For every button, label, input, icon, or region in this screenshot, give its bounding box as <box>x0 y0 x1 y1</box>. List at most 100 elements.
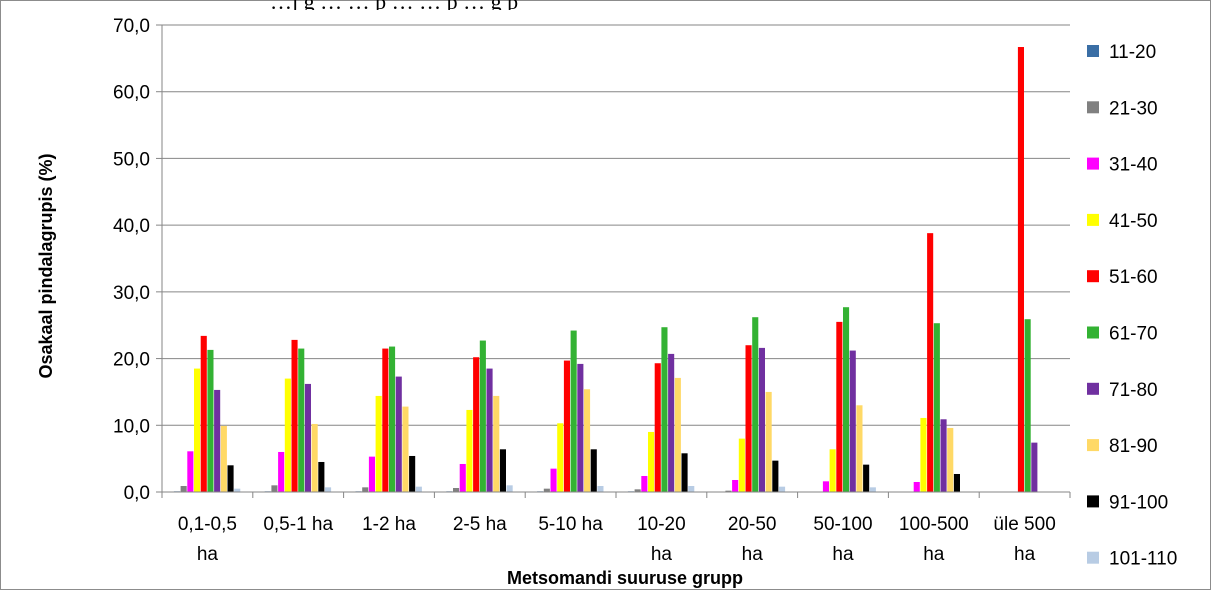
bar-61-70-2 <box>389 346 396 492</box>
bar-31-40-5 <box>641 475 648 492</box>
bar-61-70-7 <box>843 307 850 492</box>
legend-label-41-50: 41-50 <box>1109 211 1158 232</box>
bar-21-30-4 <box>543 488 550 492</box>
bar-101-110-2 <box>415 486 422 492</box>
legend-swatch-61-70 <box>1087 326 1099 339</box>
bar-31-40-8 <box>913 481 920 492</box>
x-category-label: 0,1-0,5 <box>178 514 237 535</box>
legend-swatch-71-80 <box>1087 382 1099 395</box>
bar-91-100-7 <box>863 464 870 492</box>
chart-title-fragment: …j g … … p … … p … g p <box>270 0 1070 10</box>
bar-41-50-1 <box>284 378 291 492</box>
x-category-label: 100-500 <box>899 514 969 535</box>
bar-51-60-1 <box>291 339 298 492</box>
legend-label-21-30: 21-30 <box>1109 98 1158 119</box>
bar-21-30-1 <box>271 485 278 492</box>
bar-51-60-2 <box>382 348 389 492</box>
y-tick-labels: 0,0 10,0 20,0 30,0 40,0 50,0 60,0 70,0 <box>113 16 150 504</box>
bar-71-80-1 <box>304 383 311 492</box>
x-category-label: ha <box>923 544 945 565</box>
bar-71-80-4 <box>577 363 584 492</box>
bar-51-60-5 <box>654 363 661 492</box>
bar-101-110-3 <box>506 485 513 492</box>
legend-swatch-101-110 <box>1087 551 1099 564</box>
x-category-label: ha <box>197 544 219 565</box>
bar-61-70-0 <box>207 349 214 492</box>
y-tick-label: 40,0 <box>113 216 150 237</box>
bar-51-60-0 <box>200 335 207 492</box>
bar-31-40-1 <box>278 451 285 492</box>
x-category-label: ha <box>651 544 673 565</box>
legend-swatch-11-20 <box>1087 45 1099 57</box>
bar-41-50-0 <box>194 368 201 492</box>
bar-41-50-4 <box>557 423 564 492</box>
bar-101-110-6 <box>779 486 786 492</box>
bar-81-90-1 <box>311 423 318 492</box>
bar-71-80-6 <box>758 347 765 492</box>
bar-61-70-1 <box>298 348 305 492</box>
bar-91-100-6 <box>772 460 779 492</box>
bar-61-70-8 <box>933 323 940 492</box>
bar-51-60-7 <box>836 321 843 492</box>
legend-label-81-90: 81-90 <box>1109 436 1158 457</box>
bar-31-40-6 <box>732 479 739 492</box>
y-tick-label: 10,0 <box>113 416 150 437</box>
x-category-label: ha <box>832 544 854 565</box>
legend-swatch-81-90 <box>1087 439 1099 452</box>
legend-label-31-40: 31-40 <box>1109 155 1158 176</box>
bar-81-90-5 <box>674 377 681 492</box>
bar-21-30-2 <box>362 487 369 492</box>
legend-label-61-70: 61-70 <box>1109 324 1158 345</box>
bars <box>173 47 1038 493</box>
x-category-label: üle 500 <box>993 514 1055 535</box>
bar-71-80-9 <box>1031 442 1038 492</box>
bar-81-90-2 <box>402 406 409 492</box>
legend-label-71-80: 71-80 <box>1109 380 1158 401</box>
bar-31-40-7 <box>822 481 829 492</box>
bar-21-30-5 <box>634 489 641 492</box>
bar-31-40-0 <box>187 451 194 492</box>
x-category-label: 2-5 ha <box>453 514 507 535</box>
legend-swatch-21-30 <box>1087 101 1099 114</box>
bar-61-70-6 <box>752 317 759 492</box>
bar-61-70-5 <box>661 327 668 492</box>
bar-41-50-3 <box>466 409 473 492</box>
bar-91-100-2 <box>409 455 416 492</box>
y-tick-label: 0,0 <box>124 483 150 504</box>
x-category-label: 5-10 ha <box>538 514 603 535</box>
x-category-label: ha <box>742 544 764 565</box>
bar-21-30-6 <box>725 490 732 492</box>
legend-swatch-41-50 <box>1087 213 1099 226</box>
bar-71-80-7 <box>849 350 856 492</box>
y-tick-label: 70,0 <box>113 16 150 37</box>
bar-91-100-0 <box>227 465 234 492</box>
x-category-labels: 0,1-0,5 ha 0,5-1 ha 1-2 ha 2-5 ha 5-10 ha 10-2… <box>178 514 1056 565</box>
x-category-label: 20-50 <box>728 514 777 535</box>
bar-91-100-1 <box>318 461 325 492</box>
bar-101-110-5 <box>688 485 695 492</box>
bar-81-90-0 <box>220 425 227 492</box>
bar-71-80-0 <box>214 389 221 492</box>
bar-81-90-4 <box>584 389 591 492</box>
legend-label-101-110: 101-110 <box>1109 549 1177 570</box>
bar-61-70-9 <box>1024 319 1031 492</box>
x-category-label: ha <box>1014 544 1036 565</box>
bar-91-100-3 <box>499 449 506 492</box>
x-axis-title: Metsomandi suuruse grupp <box>507 568 743 588</box>
bar-101-110-1 <box>325 487 332 492</box>
x-category-label: 50-100 <box>813 514 872 535</box>
x-category-label: 1-2 ha <box>362 514 416 535</box>
bar-41-50-6 <box>738 438 745 492</box>
gridlines <box>156 24 1070 493</box>
bar-91-100-8 <box>953 473 960 492</box>
bar-81-90-6 <box>765 391 772 492</box>
bar-51-60-3 <box>473 357 480 492</box>
x-category-label: 0,5-1 ha <box>263 514 333 535</box>
bar-31-40-3 <box>459 463 466 492</box>
bar-51-60-9 <box>1017 47 1024 492</box>
legend-swatch-91-100 <box>1087 495 1099 508</box>
bar-41-50-2 <box>375 395 382 492</box>
bar-71-80-3 <box>486 368 493 492</box>
bar-71-80-5 <box>668 353 675 492</box>
